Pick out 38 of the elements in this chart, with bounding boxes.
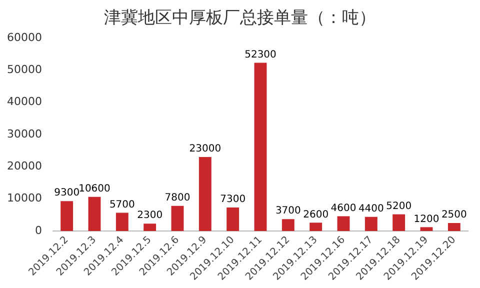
chart-title: 津冀地区中厚板厂总接单量（：吨）: [103, 7, 377, 29]
data-label: 1200: [414, 214, 440, 225]
bar: [116, 212, 128, 232]
y-tick-label: 10000: [6, 192, 42, 205]
data-label: 52300: [244, 49, 276, 60]
data-label: 4600: [330, 202, 356, 214]
bar: [226, 208, 240, 232]
bar: [448, 222, 460, 232]
data-label: 9300: [54, 188, 80, 199]
bar: [310, 222, 322, 232]
bar: [364, 216, 378, 232]
y-tick-label: 20000: [6, 160, 42, 173]
y-tick-label: 30000: [6, 127, 42, 140]
bar: [254, 62, 267, 232]
bar: [144, 224, 156, 232]
data-label: 5700: [109, 199, 135, 210]
data-label: 2300: [137, 210, 163, 222]
y-tick-label: 0: [34, 224, 42, 237]
y-tick-label: 40000: [6, 95, 42, 108]
data-label: 5200: [386, 200, 412, 212]
data-label: 2500: [441, 210, 467, 221]
bar: [60, 201, 74, 232]
bar: [420, 227, 433, 232]
data-label: 10600: [78, 184, 110, 195]
data-label: 3700: [275, 206, 301, 217]
bar: [171, 206, 184, 232]
y-tick-label: 60000: [6, 30, 42, 44]
bar: [282, 219, 294, 232]
bar: [392, 214, 406, 232]
bar: [88, 196, 101, 232]
bar: [337, 216, 350, 232]
data-label: 2600: [303, 209, 329, 220]
bar: [198, 157, 212, 232]
data-label: 7800: [164, 192, 190, 204]
data-label: 23000: [189, 144, 222, 155]
data-label: 7300: [220, 194, 246, 206]
y-tick-label: 50000: [6, 63, 42, 76]
data-label: 4400: [358, 203, 384, 214]
